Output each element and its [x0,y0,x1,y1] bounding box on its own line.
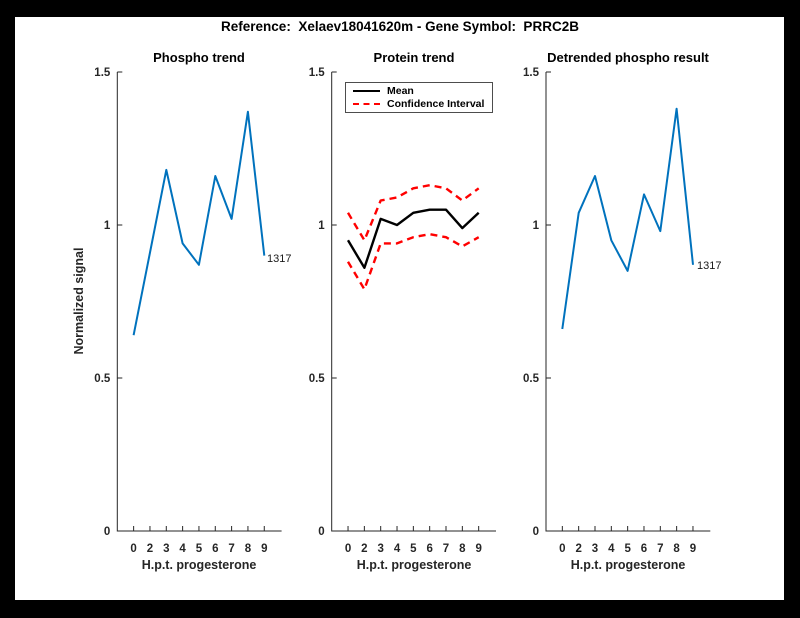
x-tick-label: 0 [559,543,565,555]
subplot1-title: Phospho trend [153,50,245,65]
y-tick-label: 1.5 [523,67,540,79]
x-tick-label: 7 [657,543,663,555]
axes-spines [331,72,496,532]
x-tick-label: 4 [608,543,615,555]
y-tick-label: 0 [533,526,539,538]
x-tick-label: 6 [212,543,218,555]
series-line-1317 [132,110,266,336]
y-tick-label: 0 [318,526,324,538]
x-tick-label: 0 [130,543,136,555]
x-tick-label: 3 [592,543,598,555]
x-tick-label: 4 [179,543,186,555]
x-tick-label: 3 [377,543,383,555]
x-tick-label: 9 [261,543,267,555]
subplot-3: 00.511.50 2 3 4 5 6 7 8 9 [523,67,711,555]
subplot1-series-end-label: 1317 [267,253,292,265]
y-tick-label: 0.5 [309,373,326,385]
x-tick-label: 9 [690,543,696,555]
x-tick-label: 2 [575,543,581,555]
x-tick-label: 2 [147,543,153,555]
subplot-2: 00.511.50 2 3 4 5 6 7 8 9 [309,67,496,555]
axes-spines [545,72,711,532]
x-tick-label: 4 [394,543,401,555]
series-line-confidence-interval-lower [346,232,480,291]
subplot2-xlabel: H.p.t. progesterone [356,558,472,572]
y-tick-label: 1 [533,220,540,232]
axes-spines [116,72,282,532]
y-tick-label: 1.5 [94,67,111,79]
x-tick-label: 7 [228,543,234,555]
subplot3-xlabel: H.p.t. progesterone [570,558,686,572]
x-tick-label: 8 [673,543,680,555]
x-tick-label: 3 [163,543,169,555]
x-tick-label: 6 [426,543,432,555]
series-line-1317 [561,107,694,330]
x-tick-label: 6 [641,543,647,555]
x-tick-label: 0 [345,543,351,555]
subplot2-title: Protein trend [373,50,455,65]
subplot1-xlabel: H.p.t. progesterone [141,558,257,572]
legend-item-mean: Mean [346,84,492,97]
legend-item-confidence-interval: Confidence Interval [346,98,492,111]
legend-label-confidence-interval: Confidence Interval [387,98,485,111]
y-tick-label: 0 [104,526,110,538]
x-tick-label: 8 [245,543,252,555]
series-line-mean [346,208,480,269]
confidence-interval-line-sample-icon [353,103,380,106]
mean-line-sample-icon [353,89,380,92]
x-tick-label: 5 [624,543,631,555]
subplot-1: 00.511.50 2 3 4 5 6 7 8 9 [94,67,282,555]
figure-background [15,17,784,600]
x-tick-label: 9 [475,543,481,555]
x-tick-label: 7 [443,543,449,555]
y-tick-label: 1.5 [309,67,326,79]
legend-label-mean: Mean [387,84,414,97]
subplot3-series-end-label: 1317 [697,260,722,272]
series-line-confidence-interval-upper [346,183,480,242]
y-tick-label: 1 [104,220,111,232]
x-tick-label: 5 [196,543,203,555]
x-tick-label: 8 [459,543,466,555]
x-tick-label: 5 [410,543,417,555]
y-tick-label: 0.5 [94,373,111,385]
subplot3-title: Detrended phospho result [547,50,709,65]
figure-title: Reference: Xelaev18041620m - Gene Symbol… [221,19,579,34]
x-tick-label: 2 [361,543,367,555]
legend-box: Mean Confidence Interval [345,82,493,113]
y-tick-label: 1 [318,220,325,232]
y-tick-label: 0.5 [523,373,540,385]
